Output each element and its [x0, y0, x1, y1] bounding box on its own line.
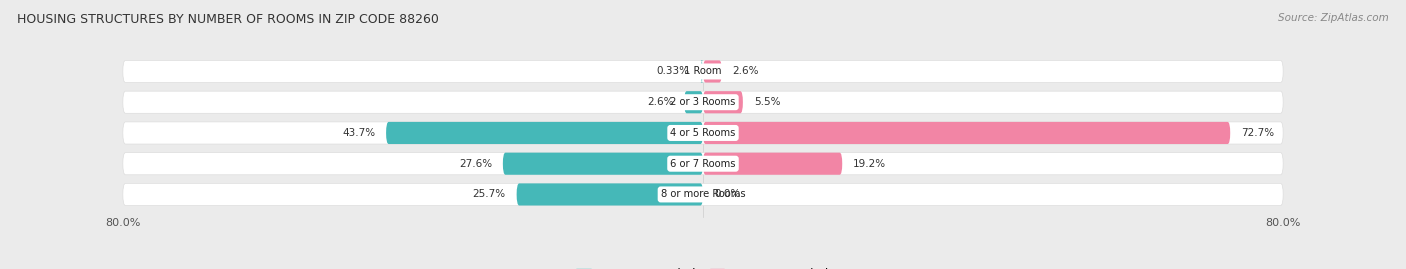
FancyBboxPatch shape: [122, 122, 1284, 144]
Text: 80.0%: 80.0%: [105, 218, 141, 228]
FancyBboxPatch shape: [122, 91, 1284, 113]
FancyBboxPatch shape: [685, 91, 703, 113]
FancyBboxPatch shape: [122, 61, 1284, 83]
FancyBboxPatch shape: [703, 61, 721, 83]
Text: 25.7%: 25.7%: [472, 189, 506, 199]
FancyBboxPatch shape: [703, 91, 742, 113]
Text: 43.7%: 43.7%: [342, 128, 375, 138]
FancyBboxPatch shape: [122, 183, 1284, 206]
FancyBboxPatch shape: [503, 153, 703, 175]
Text: 4 or 5 Rooms: 4 or 5 Rooms: [671, 128, 735, 138]
FancyBboxPatch shape: [387, 122, 703, 144]
FancyBboxPatch shape: [516, 183, 703, 206]
Text: 2 or 3 Rooms: 2 or 3 Rooms: [671, 97, 735, 107]
Text: 6 or 7 Rooms: 6 or 7 Rooms: [671, 159, 735, 169]
Text: 0.33%: 0.33%: [657, 66, 690, 76]
FancyBboxPatch shape: [703, 122, 1230, 144]
Text: 0.0%: 0.0%: [714, 189, 740, 199]
Text: 2.6%: 2.6%: [733, 66, 759, 76]
Text: 1 Room: 1 Room: [685, 66, 721, 76]
Text: HOUSING STRUCTURES BY NUMBER OF ROOMS IN ZIP CODE 88260: HOUSING STRUCTURES BY NUMBER OF ROOMS IN…: [17, 13, 439, 26]
Text: 72.7%: 72.7%: [1241, 128, 1274, 138]
Text: 19.2%: 19.2%: [853, 159, 886, 169]
FancyBboxPatch shape: [700, 61, 703, 83]
Text: 5.5%: 5.5%: [754, 97, 780, 107]
Legend: Owner-occupied, Renter-occupied: Owner-occupied, Renter-occupied: [572, 264, 834, 269]
Text: 80.0%: 80.0%: [1265, 218, 1301, 228]
Text: Source: ZipAtlas.com: Source: ZipAtlas.com: [1278, 13, 1389, 23]
Text: 27.6%: 27.6%: [458, 159, 492, 169]
FancyBboxPatch shape: [122, 153, 1284, 175]
FancyBboxPatch shape: [703, 153, 842, 175]
Text: 2.6%: 2.6%: [647, 97, 673, 107]
Text: 8 or more Rooms: 8 or more Rooms: [661, 189, 745, 199]
